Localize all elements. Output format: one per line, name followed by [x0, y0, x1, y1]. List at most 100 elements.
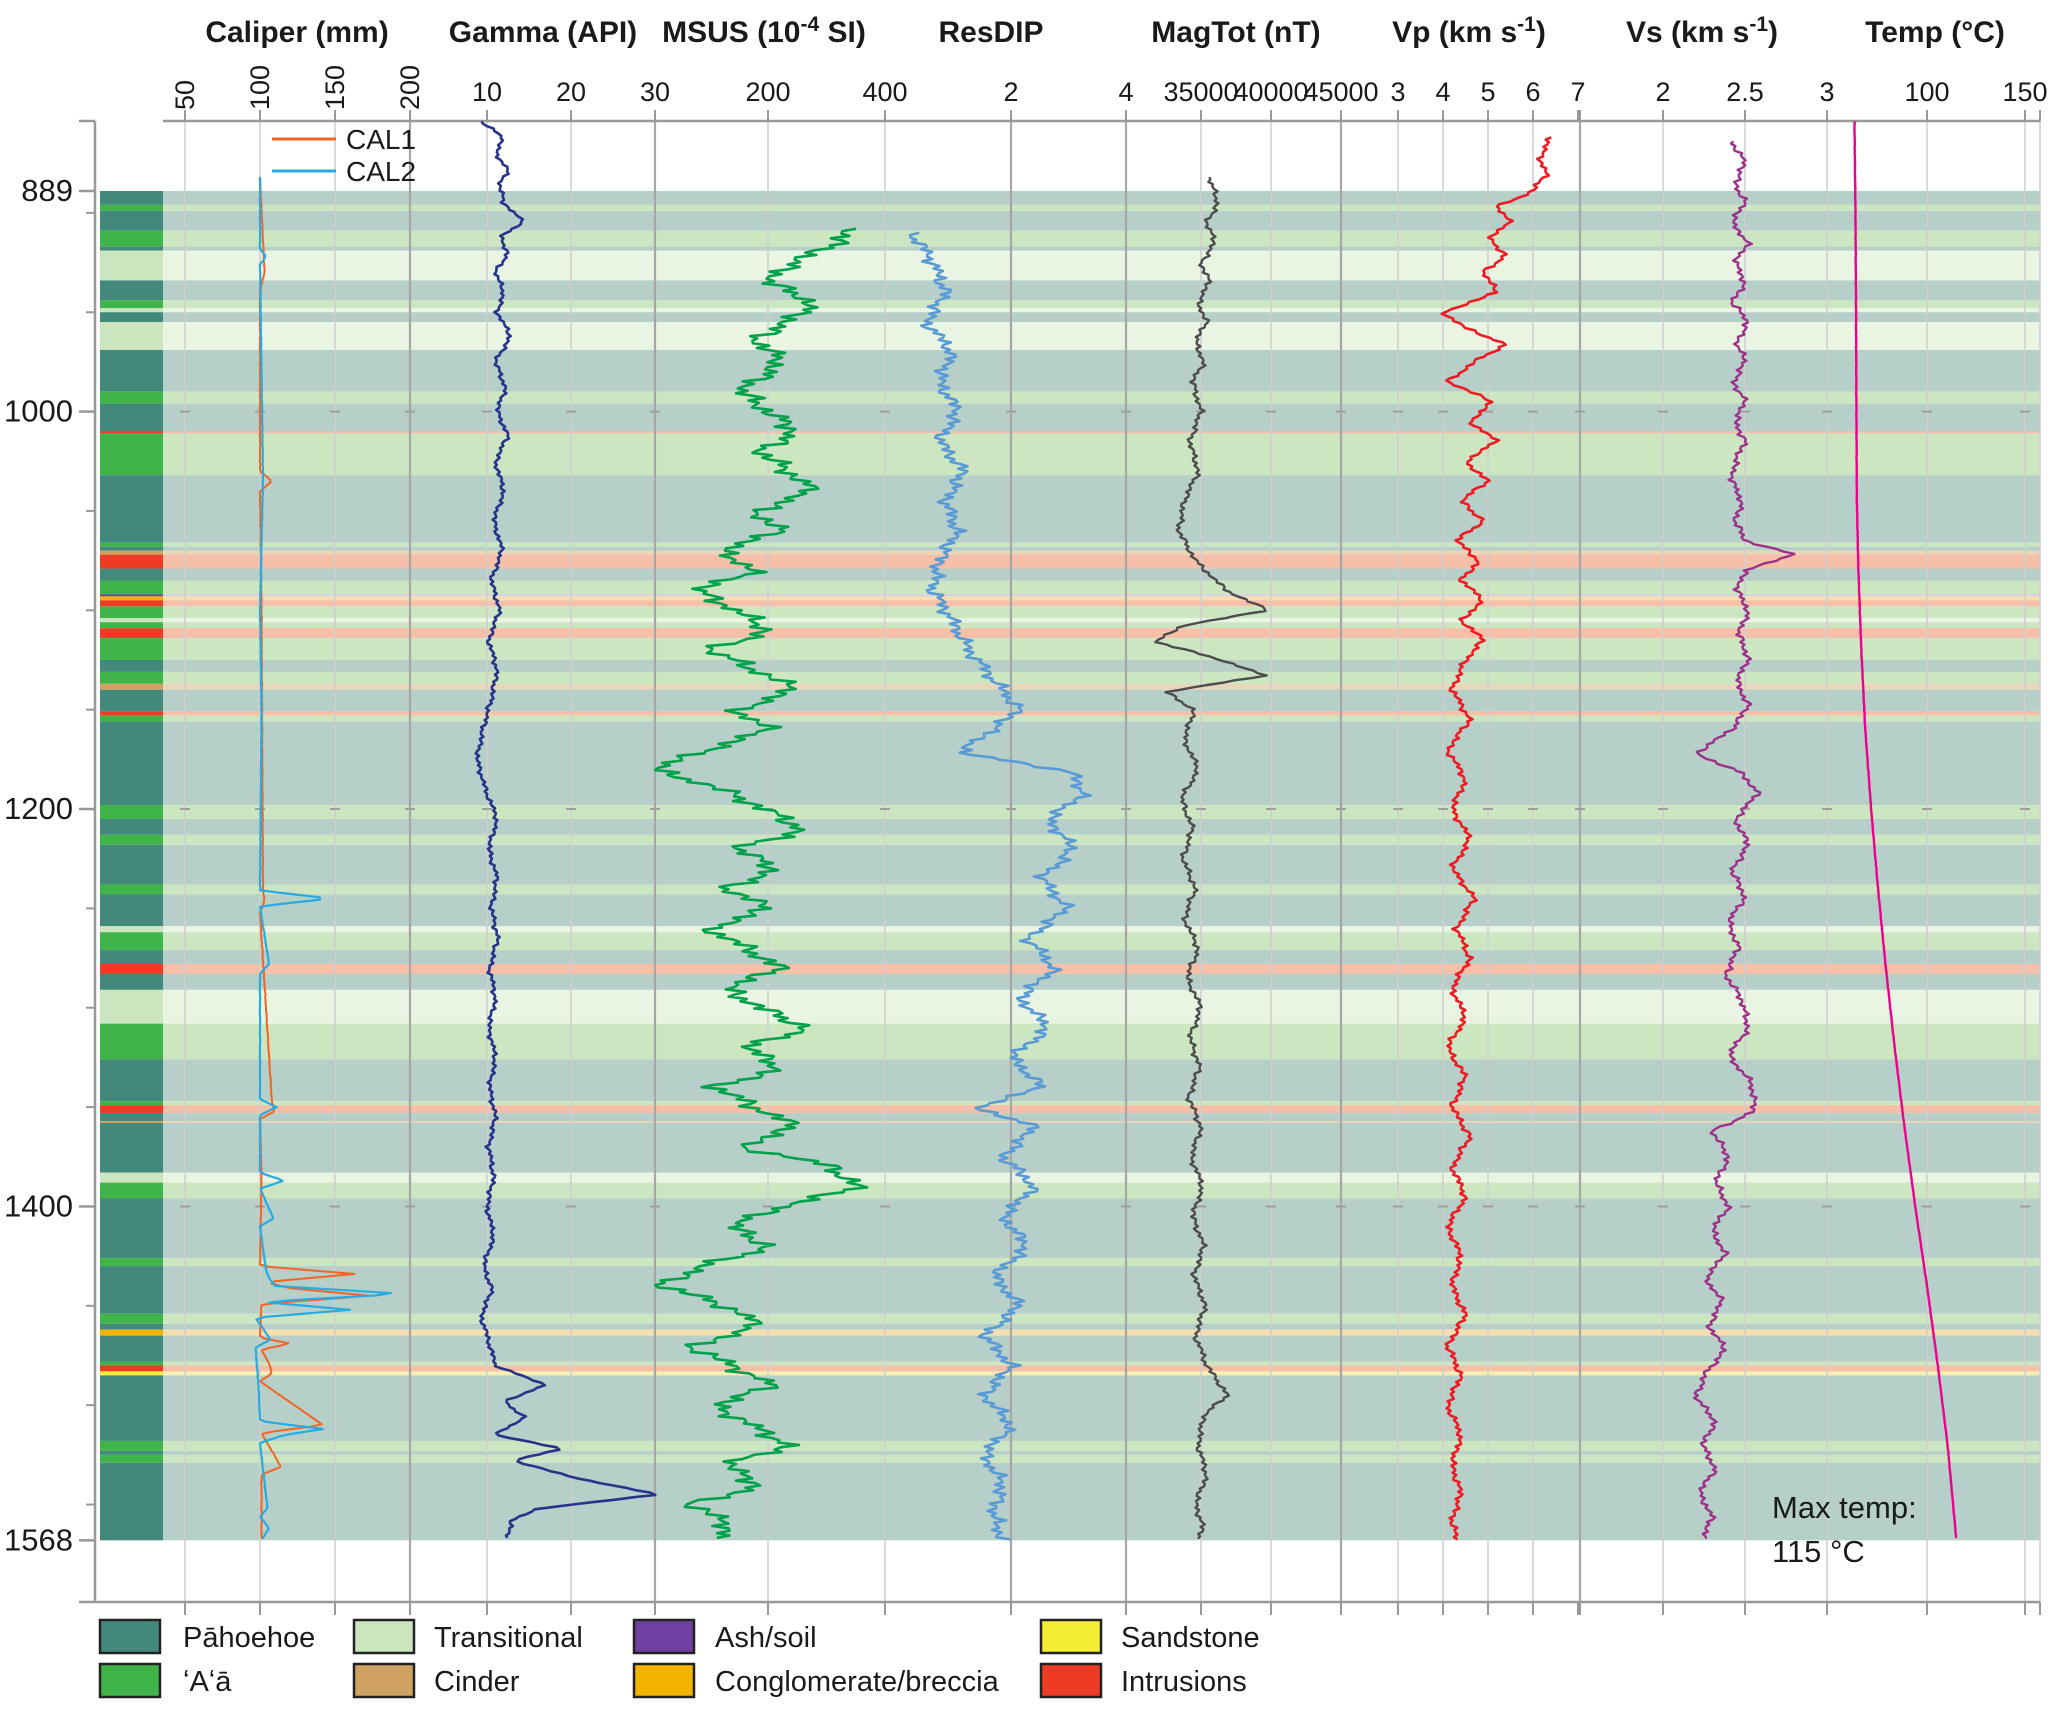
lith-pahoehoe	[100, 1375, 163, 1441]
lith-intrusions	[100, 711, 163, 716]
legend-swatch-aa	[98, 1662, 162, 1699]
tick-label-caliper: 50	[170, 80, 200, 110]
legend-swatch-pahoehoe	[98, 1618, 162, 1655]
lith-intrusions	[100, 964, 163, 974]
lith-ash	[100, 594, 163, 597]
stripe-aa	[163, 606, 2040, 619]
legend-label-transitional: Transitional	[434, 1622, 583, 1654]
lith-aa	[100, 805, 163, 819]
stripe-aa	[163, 300, 2040, 309]
stripe-pahoehoe	[163, 1335, 2040, 1362]
lith-pahoehoe	[100, 280, 163, 301]
stripe-aa	[163, 1258, 2040, 1267]
stripe-intrusions	[163, 1105, 2040, 1114]
stripe-aa	[163, 622, 2040, 629]
curve-temp	[1853, 121, 1958, 1538]
stripe-pahoehoe	[163, 191, 2040, 205]
depth-label: 889	[21, 173, 73, 208]
lith-intrusions	[100, 554, 163, 569]
tick-label-vp: 3	[1390, 77, 1405, 107]
lith-aa	[100, 1258, 163, 1267]
tick-label-temp: 100	[1904, 77, 1949, 107]
lith-pahoehoe	[100, 349, 163, 392]
stripe-intrusions	[163, 964, 2040, 974]
legend-swatch-sandstone	[1039, 1618, 1103, 1655]
lith-aa	[100, 932, 163, 951]
lith-aa	[100, 671, 163, 684]
stripe-aa	[163, 638, 2040, 660]
lith-pahoehoe	[100, 210, 163, 231]
stripe-pahoehoe	[163, 950, 2040, 965]
stripe-aa	[163, 580, 2040, 595]
lith-aa	[100, 606, 163, 619]
stripe-pahoehoe	[163, 689, 2040, 712]
stripe-cinder	[163, 683, 2040, 690]
lith-pahoehoe	[100, 1462, 163, 1541]
stripe-aa	[163, 433, 2040, 476]
lith-transitional	[100, 322, 163, 350]
tick-label-caliper: 150	[320, 65, 350, 110]
track-title-vp: Vp (km s-1)	[1392, 13, 1546, 49]
lith-aa	[100, 1182, 163, 1199]
curve-cal1	[258, 176, 368, 1539]
max-temp-line1: Max temp:	[1772, 1490, 1917, 1525]
stripe-pahoehoe	[163, 312, 2040, 323]
lith-transitional	[100, 1172, 163, 1183]
lith-aa	[100, 300, 163, 309]
depth-label: 1568	[4, 1522, 73, 1557]
stripe-pahoehoe	[163, 1450, 2040, 1455]
stripe-pahoehoe	[163, 818, 2040, 835]
tick-label-vs: 3	[1819, 77, 1834, 107]
tick-label-vp: 4	[1435, 77, 1450, 107]
lith-conglomerate	[100, 596, 163, 601]
stripe-aa	[163, 805, 2040, 819]
gridlines	[180, 121, 2041, 1602]
stripe-transitional	[163, 989, 2040, 1024]
max-temp-annotation: Max temp: 115 °C	[1772, 1486, 1917, 1574]
curve-msus	[653, 227, 869, 1540]
lith-sandstone	[100, 1371, 163, 1376]
tick-label-vs: 2	[1655, 77, 1670, 107]
stripe-pahoehoe	[163, 280, 2040, 301]
lith-aa	[100, 1101, 163, 1106]
lith-intrusions	[100, 1365, 163, 1372]
track-title-caliper: Caliper (mm)	[205, 16, 388, 49]
stripe-pahoehoe	[163, 475, 2040, 543]
lith-aa	[100, 834, 163, 845]
depth-label: 1000	[4, 394, 73, 429]
legend-swatch-ash	[632, 1618, 696, 1655]
stripe-pahoehoe	[163, 349, 2040, 392]
stripe-intrusions	[163, 554, 2040, 569]
stripe-aa	[163, 1440, 2040, 1451]
tick-label-caliper: 100	[245, 65, 275, 110]
stripe-conglomerate	[163, 1329, 2040, 1336]
track-title-resdip: ResDIP	[938, 16, 1043, 49]
lith-aa	[100, 884, 163, 895]
lith-aa	[100, 1454, 163, 1463]
lith-pahoehoe	[100, 1198, 163, 1259]
stripe-transitional	[163, 618, 2040, 623]
lith-pahoehoe	[100, 1122, 163, 1173]
lith-pahoehoe	[100, 659, 163, 672]
stripe-pahoehoe	[163, 568, 2040, 581]
stripe-pahoehoe	[163, 1462, 2040, 1541]
lith-conglomerate	[100, 1329, 163, 1336]
lith-pahoehoe	[100, 1266, 163, 1314]
stripe-aa	[163, 1023, 2040, 1060]
lith-pahoehoe	[100, 818, 163, 835]
lith-aa	[100, 1440, 163, 1451]
cal2-legend-label: CAL2	[346, 156, 416, 187]
lith-aa	[100, 1361, 163, 1366]
legend-label-ash: Ash/soil	[715, 1622, 817, 1654]
lith-pahoehoe	[100, 1335, 163, 1362]
track-title-temp: Temp (°C)	[1865, 16, 2005, 49]
tick-label-msus: 200	[745, 77, 790, 107]
curve-vp	[1440, 136, 1552, 1541]
lith-pahoehoe	[100, 475, 163, 543]
stripe-aa	[163, 542, 2040, 547]
stripe-aa	[163, 1454, 2040, 1463]
stripe-intrusions	[163, 600, 2040, 607]
lith-pahoehoe	[100, 1113, 163, 1122]
depth-label: 1200	[4, 791, 73, 826]
stripe-transitional	[163, 308, 2040, 313]
